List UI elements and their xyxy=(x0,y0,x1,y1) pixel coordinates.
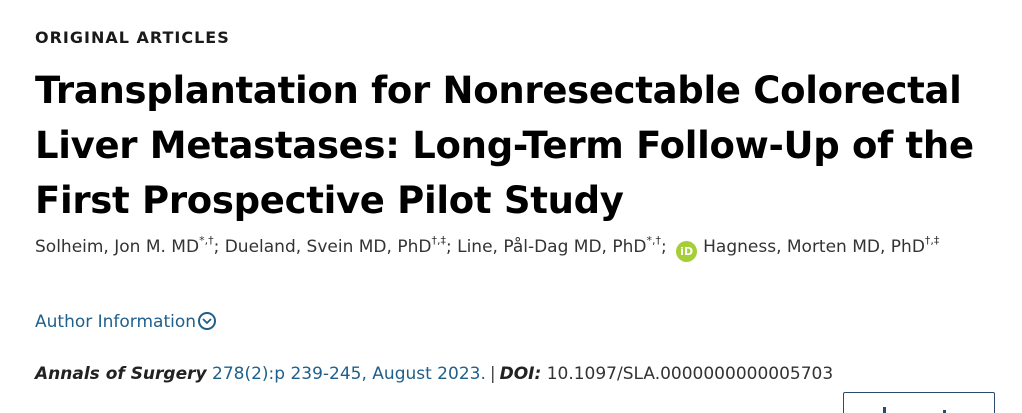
author-name[interactable]: Solheim, Jon M. MD xyxy=(35,237,200,257)
partial-button-glyph xyxy=(943,410,946,413)
chevron-down-icon xyxy=(198,312,217,330)
article-title: Transplantation for Nonresectable Colore… xyxy=(35,69,974,222)
author-list: Solheim, Jon M. MD*,†; Dueland, Svein MD… xyxy=(35,232,995,263)
partial-button[interactable] xyxy=(843,392,995,413)
partial-button-glyph xyxy=(883,407,886,413)
author-name[interactable]: Dueland, Svein MD, PhD xyxy=(224,237,432,257)
section-label: ORIGINAL ARTICLES xyxy=(35,28,230,47)
author-separator: ; xyxy=(660,237,673,257)
author-affiliation-marks: *,† xyxy=(199,234,214,248)
author-separator: ; xyxy=(445,237,458,257)
doi-label: DOI: xyxy=(499,364,542,384)
author-name[interactable]: Line, Pål-Dag MD, PhD xyxy=(457,237,647,257)
citation-separator: | xyxy=(489,364,496,384)
author-affiliation-marks: †,‡ xyxy=(431,234,446,248)
author-information-label: Author Information xyxy=(35,312,197,332)
author-affiliation-marks: †,‡ xyxy=(924,234,940,248)
author-affiliation-marks: *,† xyxy=(646,234,661,248)
doi-value: 10.1097/SLA.0000000000005703 xyxy=(546,364,834,384)
issue-link[interactable]: 278(2):p 239-245, August 2023. xyxy=(212,364,486,384)
author-information-toggle[interactable]: Author Information xyxy=(35,312,217,332)
author-separator: ; xyxy=(213,237,225,257)
journal-name: Annals of Surgery xyxy=(35,364,207,384)
citation-line: Annals of Surgery 278(2):p 239-245, Augu… xyxy=(35,364,833,384)
orcid-icon[interactable]: iD xyxy=(676,241,698,262)
author-name[interactable]: Hagness, Morten MD, PhD xyxy=(703,237,925,257)
